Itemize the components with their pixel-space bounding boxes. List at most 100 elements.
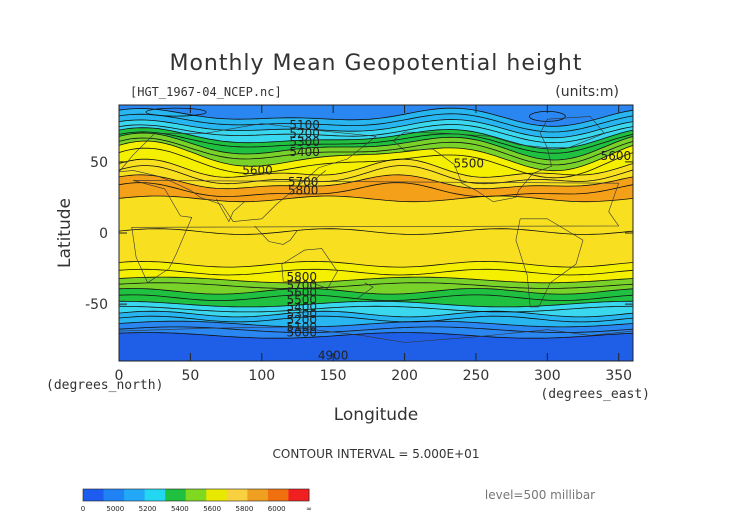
contour-line	[119, 132, 633, 161]
x-unit-label: (degrees_east)	[540, 387, 650, 402]
contour-line	[119, 140, 633, 172]
colorbar-swatch	[288, 489, 310, 501]
colorbar-swatch	[103, 489, 125, 501]
contour-label: 5200	[286, 313, 317, 327]
contour-line	[119, 288, 633, 295]
y-axis: -50 0 50	[85, 155, 633, 313]
contour-label: 5800	[286, 270, 317, 284]
coastline	[357, 282, 374, 299]
y-axis-label: Latitude	[55, 198, 75, 268]
contour-line	[119, 268, 633, 276]
contour-line	[119, 228, 633, 235]
contour-band	[119, 119, 633, 149]
coastline	[539, 116, 605, 148]
colorbar-tick-label: 0	[81, 505, 85, 513]
coastline	[119, 123, 377, 222]
contour-label: 5200	[289, 126, 320, 140]
contour-line	[119, 315, 633, 323]
contour-label: 5500	[286, 293, 317, 307]
contour-label: 5600	[286, 286, 317, 300]
level-label: level=500 millibar	[485, 488, 595, 502]
contour-label: 5400	[289, 145, 320, 159]
contour-line	[119, 147, 633, 179]
contour-label: 5400	[286, 300, 317, 314]
coastline	[215, 198, 245, 223]
x-axis-label: Longitude	[334, 405, 419, 425]
coastline	[281, 248, 338, 289]
coastline	[119, 326, 633, 343]
coastline	[131, 180, 620, 284]
contour-label: 5300	[289, 135, 320, 149]
contour-line	[119, 294, 633, 301]
contour-line	[119, 260, 633, 268]
units-label: (units:m)	[555, 84, 619, 100]
contour-line	[119, 113, 633, 133]
x-tick-label: 350	[605, 368, 632, 384]
y-tick-label: 0	[99, 226, 108, 242]
contour-line	[119, 305, 633, 313]
contour-label: 5700	[288, 175, 319, 189]
colorbar-swatch	[267, 489, 289, 501]
contour-label: 5300	[286, 307, 317, 321]
contour-line	[119, 195, 633, 203]
contour-label: 5700	[286, 279, 317, 293]
y-unit-label: (degrees_north)	[46, 378, 163, 393]
contour-line	[119, 332, 633, 339]
contour-band	[119, 332, 633, 361]
contour-line	[119, 320, 633, 328]
coastline	[392, 131, 552, 203]
contour-line	[119, 276, 633, 284]
contour-label: 5500	[454, 156, 485, 170]
colorbar-tick-labels: 0 5000 5200 5400 5600 5800 6000 ∞	[81, 505, 312, 513]
contour-line	[119, 158, 633, 178]
y-tick-label: 50	[90, 155, 108, 171]
coastline	[254, 225, 298, 245]
x-tick-label: 150	[320, 368, 347, 384]
file-label: [HGT_1967-04_NCEP.nc]	[130, 85, 282, 99]
coastline	[304, 170, 327, 188]
colorbar	[82, 488, 310, 502]
contour-labels: 5100520053005400560057005800550056005800…	[242, 118, 632, 361]
contour-interval-label: CONTOUR INTERVAL = 5.000E+01	[273, 447, 480, 461]
contour-label: 5000	[286, 326, 317, 340]
colorbar-tick-label: ∞	[306, 505, 312, 513]
colorbar-swatch	[247, 489, 269, 501]
x-tick-label: 0	[115, 368, 124, 384]
contour-band	[119, 141, 633, 178]
chart-title: Monthly Mean Geopotential height	[169, 51, 582, 76]
contour-band	[119, 174, 633, 202]
contour-band	[119, 127, 633, 160]
contour-band	[119, 105, 633, 127]
colorbar-tick-label: 5000	[106, 505, 124, 513]
colorbar-swatch	[144, 489, 166, 501]
contour-line	[119, 182, 633, 197]
contour-band	[119, 311, 633, 327]
colorbar-swatch	[124, 489, 146, 501]
contour-line	[119, 174, 633, 190]
coastlines	[119, 116, 633, 343]
colorbar-tick-label: 5400	[171, 505, 189, 513]
contour-line	[119, 326, 633, 333]
contour-label: 5600	[242, 163, 273, 177]
coastline	[515, 218, 584, 308]
contour-band	[119, 301, 633, 317]
contour-label: 5100	[286, 320, 317, 334]
colorbar-swatch	[83, 489, 105, 501]
x-tick-label: 50	[181, 368, 199, 384]
contour-label: 5600	[601, 149, 632, 163]
contour-band	[119, 196, 633, 268]
colorbar-frame	[82, 488, 310, 502]
colorbar-swatch	[165, 489, 187, 501]
colorbar-swatch	[185, 489, 207, 501]
x-tick-label: 250	[463, 368, 490, 384]
colorbar-tick-label: 5200	[139, 505, 157, 513]
colorbar-tick-label: 6000	[268, 505, 286, 513]
plot-area	[119, 105, 633, 361]
y-tick-label: -50	[85, 297, 108, 313]
colorbar-tick-label: 5800	[236, 505, 254, 513]
colorbar-swatch	[206, 489, 228, 501]
x-tick-label: 300	[534, 368, 561, 384]
contour-line	[145, 107, 207, 117]
contour-line	[119, 107, 633, 127]
